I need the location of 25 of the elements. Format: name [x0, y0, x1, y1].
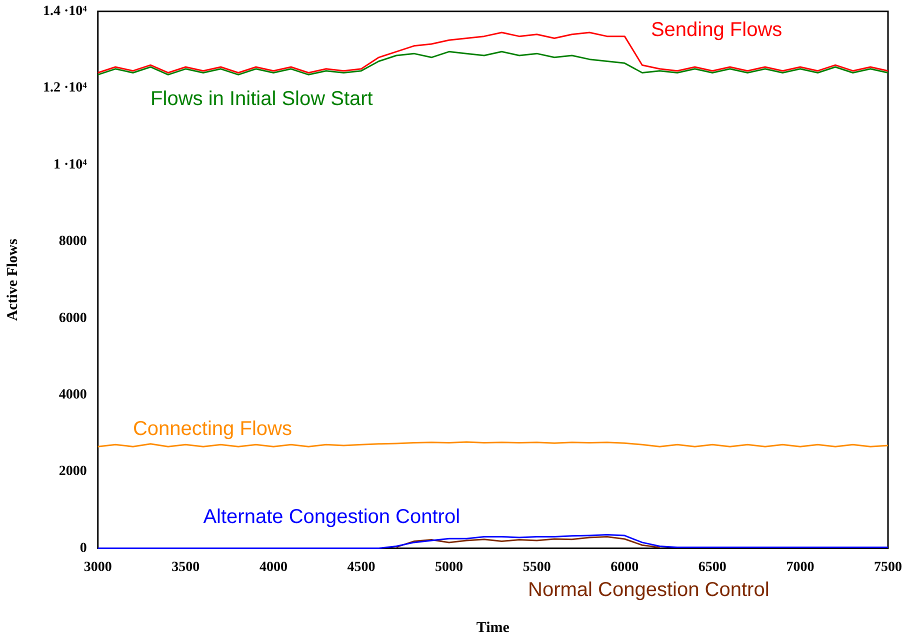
x-tick-label: 6500	[698, 560, 726, 576]
series-label: Normal Congestion Control	[528, 578, 770, 601]
series-label: Connecting Flows	[132, 418, 292, 440]
y-tick-label: 1.4 ·10⁴	[42, 4, 88, 20]
x-tick-label: 5500	[522, 560, 551, 576]
y-axis-title: Active Flows	[4, 238, 21, 321]
x-tick-label: 4000	[259, 560, 288, 576]
x-axis-title: Time	[476, 620, 510, 636]
y-tick-label: 2000	[58, 464, 87, 480]
x-tick-label: 7000	[786, 560, 814, 576]
x-tick-label: 6000	[610, 560, 639, 576]
y-tick-label: 0	[80, 540, 87, 556]
x-tick-label: 3000	[84, 560, 112, 576]
y-tick-label: 1 ·10⁴	[53, 157, 88, 172]
x-tick-label: 7500	[874, 560, 902, 576]
y-tick-label: 4000	[58, 387, 87, 402]
y-tick-label: 1.2 ·10⁴	[42, 80, 88, 96]
y-tick-label: 6000	[58, 310, 87, 326]
series-label: Flows in Initial Slow Start	[150, 88, 374, 110]
y-tick-label: 8000	[58, 234, 87, 250]
x-tick-label: 5000	[435, 560, 464, 576]
x-tick-label: 4500	[347, 560, 376, 576]
series-label: Sending Flows	[650, 19, 782, 42]
x-tick-label: 3500	[172, 560, 200, 576]
series-label: Alternate Congestion Control	[203, 506, 460, 528]
